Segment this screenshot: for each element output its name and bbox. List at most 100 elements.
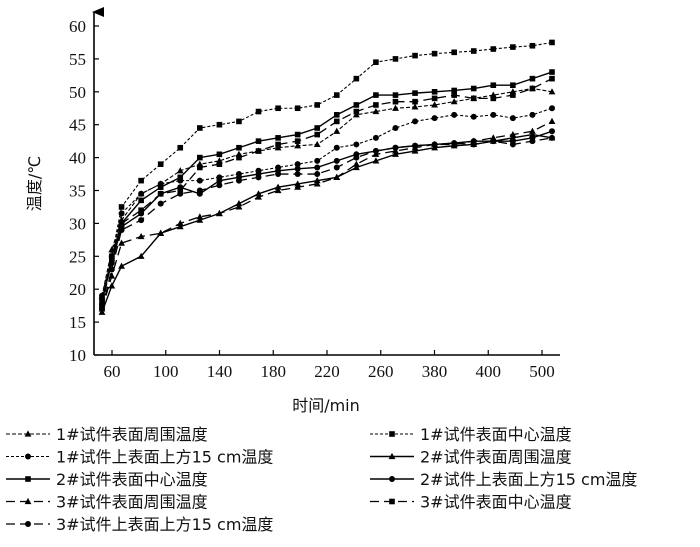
series-9 (99, 134, 555, 312)
series-point (451, 140, 458, 147)
x-tick-label: 100 (153, 362, 179, 381)
series-point (313, 180, 321, 187)
legend-item: 1#试件上表面上方15 cm温度 (6, 448, 273, 467)
series-point (412, 118, 419, 125)
x-tick-label: 380 (422, 362, 448, 381)
series-8 (99, 75, 555, 309)
series-point (490, 95, 497, 102)
series-point (275, 105, 281, 112)
legend-label: 1#试件表面周围温度 (56, 425, 208, 444)
series-point (392, 56, 399, 62)
series-point (196, 187, 203, 194)
x-tick-labels: 60 100 140 180 220 260 380 400 500 (104, 362, 555, 381)
series-point (314, 157, 321, 164)
series-point (313, 177, 321, 184)
legend-label: 1#试件上表面上方15 cm温度 (56, 448, 273, 467)
x-tick-label: 500 (529, 362, 555, 381)
y-tick-label: 10 (69, 346, 86, 365)
series-point (490, 138, 497, 145)
series-point (294, 131, 301, 138)
legend-item: 2#试件上表面上方15 cm温度 (370, 470, 637, 489)
series-point (353, 154, 360, 161)
series-point (177, 187, 184, 194)
series-line (101, 71, 553, 303)
series-point (509, 141, 516, 148)
legend-item: 3#试件表面中心温度 (370, 493, 572, 512)
series-point (216, 177, 223, 184)
series-point (510, 92, 516, 98)
series-point (451, 111, 458, 118)
x-tick-label: 220 (314, 362, 340, 381)
series-point (138, 217, 145, 224)
series-point (392, 124, 399, 131)
series-point (450, 98, 458, 105)
series-point (294, 105, 301, 112)
legend-label: 3#试件表面中心温度 (420, 493, 572, 512)
series-point (490, 46, 497, 52)
series-point (529, 127, 536, 134)
series-point (470, 113, 477, 120)
series-line (101, 133, 553, 313)
legend-label: 3#试件上表面上方15 cm温度 (56, 515, 273, 534)
series-point (372, 134, 379, 141)
series-2 (99, 39, 555, 309)
series-point (118, 220, 125, 227)
series-point (176, 223, 184, 230)
series-point (137, 232, 145, 240)
series-point (372, 157, 380, 164)
legend-swatch-marker (25, 453, 31, 460)
legend-label: 1#试件表面中心温度 (420, 425, 572, 444)
series-point (353, 102, 360, 108)
y-tick-label: 50 (69, 83, 86, 102)
series-point (549, 75, 555, 82)
series-point (314, 102, 321, 108)
series-point (412, 90, 418, 96)
series-point (196, 213, 204, 220)
series-point (314, 171, 321, 178)
series-point (197, 164, 203, 171)
legend-swatch-marker (24, 497, 32, 505)
y-tick-label: 20 (69, 280, 86, 299)
series-point (509, 115, 516, 122)
series-point (235, 200, 243, 207)
series-point (373, 92, 379, 98)
series-point (176, 219, 184, 226)
series-point (392, 98, 399, 105)
y-tick-labels: 10 15 20 25 30 35 40 45 50 55 60 (69, 17, 86, 365)
series-point (255, 190, 262, 197)
series-point (529, 75, 536, 82)
series-point (138, 197, 144, 204)
x-tick-label: 140 (207, 362, 233, 381)
y-tick-label: 40 (69, 149, 86, 168)
x-tick-label: 260 (368, 362, 394, 381)
series-point (236, 118, 242, 125)
series-point (333, 118, 340, 125)
series-6 (99, 128, 555, 303)
series-point (333, 112, 340, 118)
series-point (274, 186, 282, 194)
series-point (392, 150, 399, 157)
series-point (275, 171, 282, 178)
series-point (157, 190, 164, 197)
series-point (411, 147, 419, 154)
series-point (138, 177, 144, 184)
series-point (333, 173, 341, 180)
y-tick-label: 30 (69, 214, 86, 233)
series-point (470, 141, 477, 148)
series-point (294, 171, 301, 178)
chart-axes (92, 7, 560, 356)
series-point (470, 95, 477, 102)
series-point (353, 141, 360, 148)
series-point (157, 229, 165, 236)
series-point (314, 164, 321, 171)
series-lines (98, 39, 556, 315)
series-point (275, 141, 281, 148)
series-point (294, 183, 302, 190)
series-point (294, 142, 302, 149)
x-tick-label: 180 (261, 362, 287, 381)
series-point (333, 157, 340, 164)
series-point (470, 48, 477, 54)
y-tick-label: 15 (69, 313, 86, 332)
series-point (275, 135, 281, 141)
series-point (353, 75, 360, 82)
